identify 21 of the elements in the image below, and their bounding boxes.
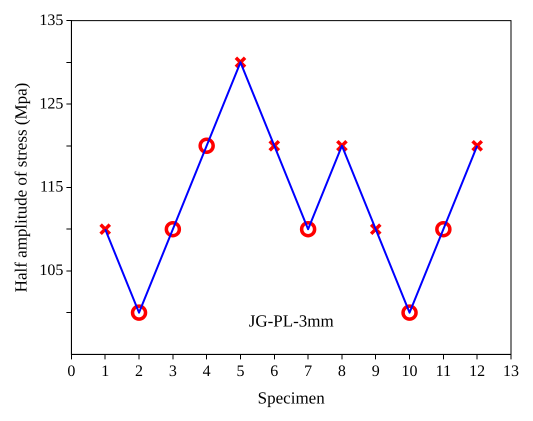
x-tick-label: 10 <box>402 363 418 380</box>
y-tick-label: 105 <box>39 262 64 280</box>
y-tick-label: 135 <box>39 12 64 29</box>
x-tick-label: 0 <box>67 363 76 380</box>
annotation: JG-PL-3mm <box>248 311 334 330</box>
x-tick-label: 6 <box>270 363 278 380</box>
y-axis-title: Half amplitude of stress (Mpa) <box>12 82 31 292</box>
y-tick-label: 115 <box>40 178 64 196</box>
x-tick-label: 9 <box>372 363 380 380</box>
x-tick-label: 11 <box>436 363 452 380</box>
x-tick-label: 7 <box>304 363 312 380</box>
x-tick-label: 2 <box>135 363 144 380</box>
x-tick-label: 8 <box>338 363 346 380</box>
x-axis-title: Specimen <box>258 388 326 408</box>
x-tick-label: 3 <box>168 363 177 380</box>
x-tick-label: 13 <box>503 363 519 380</box>
x-tick-label: 1 <box>101 363 110 380</box>
x-tick-label: 5 <box>236 363 244 380</box>
x-tick-label: 12 <box>469 363 486 380</box>
x-tick-label: 4 <box>202 363 211 380</box>
y-tick-label: 125 <box>39 95 64 112</box>
